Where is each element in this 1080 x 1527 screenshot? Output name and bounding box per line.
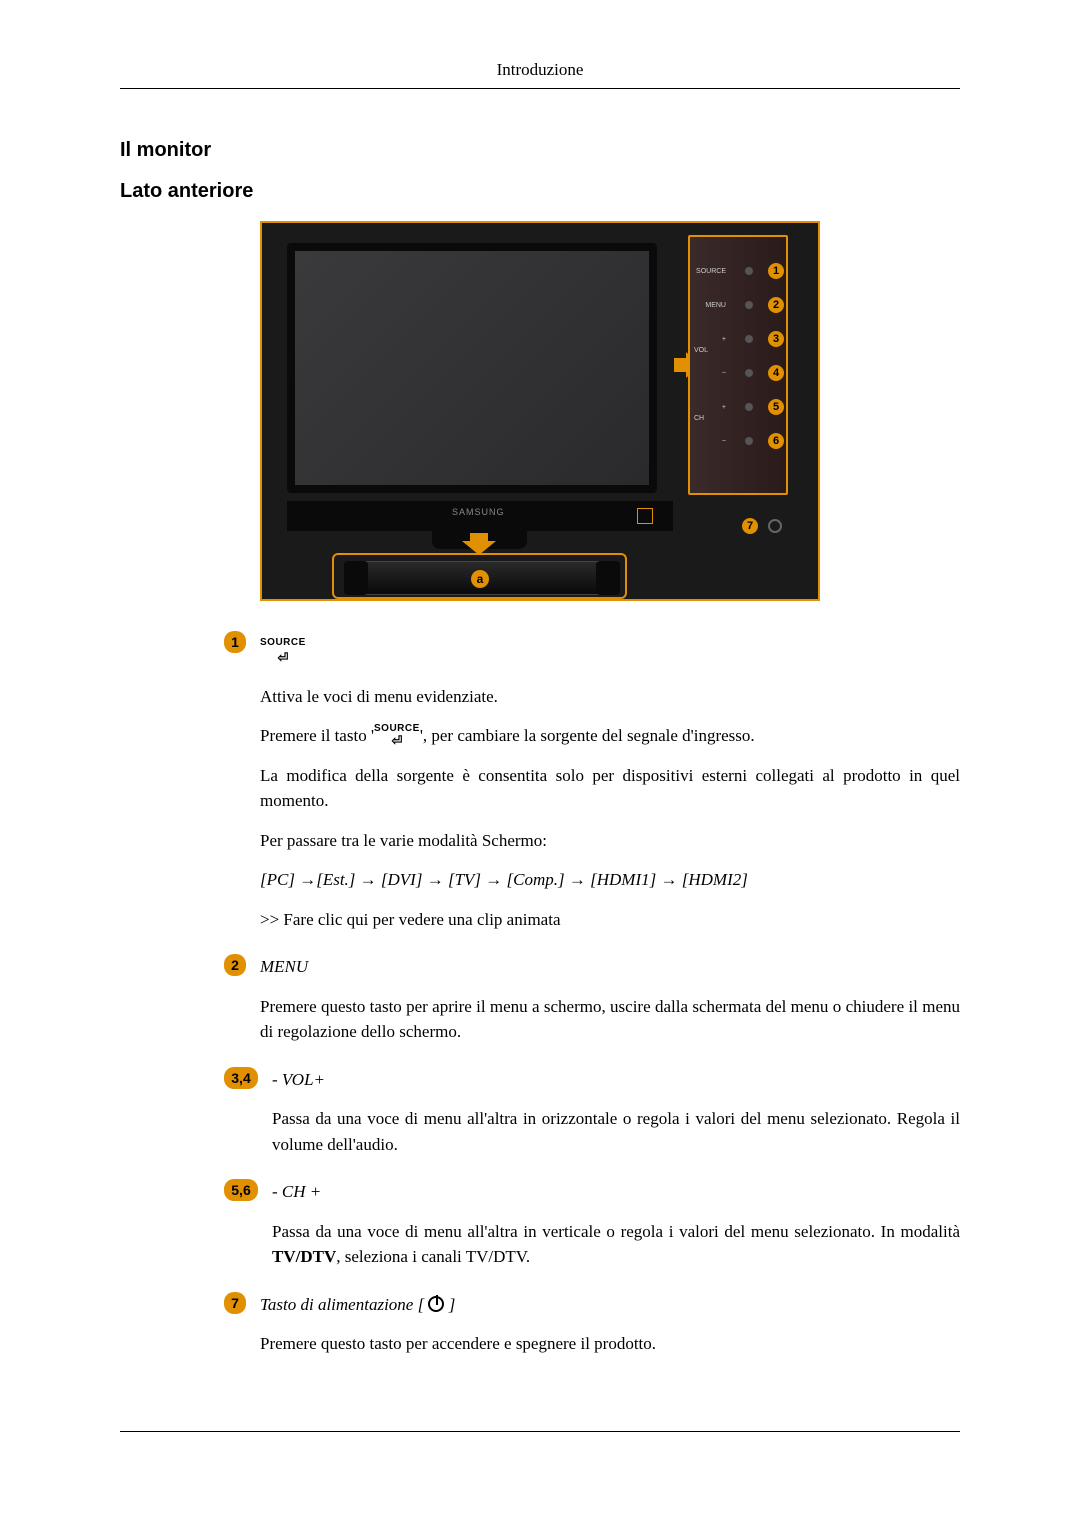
desc-paragraph: Per passare tra le varie modalità Scherm… xyxy=(260,828,960,854)
panel-row: − 6 xyxy=(696,431,784,451)
panel-callout-badge: 1 xyxy=(768,263,784,279)
panel-button-icon xyxy=(745,267,753,275)
desc-item: 1 SOURCE ⏎ Attiva le voci di menu eviden… xyxy=(260,631,960,946)
item-heading: SOURCE ⏎ xyxy=(260,631,960,670)
panel-callout-badge: 5 xyxy=(768,399,784,415)
panel-label: − xyxy=(696,438,730,445)
power-icon xyxy=(428,1296,444,1312)
panel-row: + 5 xyxy=(696,397,784,417)
panel-label: SOURCE xyxy=(696,268,730,275)
panel-label: − xyxy=(696,370,730,377)
item-heading: - CH + xyxy=(272,1179,960,1205)
desc-content: SOURCE ⏎ Attiva le voci di menu evidenzi… xyxy=(260,631,960,946)
header-title: Introduzione xyxy=(497,60,584,79)
desc-content: - VOL+ Passa da una voce di menu all'alt… xyxy=(272,1067,960,1172)
panel-callout-badge: 6 xyxy=(768,433,784,449)
base-cap-right xyxy=(596,561,620,595)
monitor-figure: SAMSUNG a SOURCE 1 MENU 2 + xyxy=(260,221,820,601)
item-heading: MENU xyxy=(260,954,960,980)
panel-group-label: VOL xyxy=(694,347,708,354)
power-callout: 7 xyxy=(688,513,788,539)
panel-button-icon xyxy=(745,335,753,343)
section-title-1: Il monitor xyxy=(120,139,960,162)
desc-item: 7 Tasto di alimentazione [ ] Premere que… xyxy=(260,1292,960,1371)
desc-paragraph: Attiva le voci di menu evidenziate. xyxy=(260,684,960,710)
desc-item: 5,6 - CH + Passa da una voce di menu all… xyxy=(260,1179,960,1284)
monitor-base-outline: a xyxy=(332,553,627,599)
panel-callout-badge: 3 xyxy=(768,331,784,347)
desc-content: MENU Premere questo tasto per aprire il … xyxy=(260,954,960,1059)
clip-link[interactable]: >> Fare clic qui per vedere una clip ani… xyxy=(260,907,960,933)
callout-badge: 5,6 xyxy=(224,1179,258,1201)
monitor-brand: SAMSUNG xyxy=(452,507,505,517)
side-button-panel: SOURCE 1 MENU 2 + 3 VOL − 4 + xyxy=(688,235,788,495)
panel-button-icon xyxy=(745,437,753,445)
item-heading: Tasto di alimentazione [ ] xyxy=(260,1292,960,1318)
callout-badge: 2 xyxy=(224,954,246,976)
mode-chain: [PC] →[Est.] → [DVI] → [TV] → [Comp.] → … xyxy=(260,867,960,893)
panel-callout-badge: 2 xyxy=(768,297,784,313)
panel-label: + xyxy=(696,336,730,343)
desc-paragraph: Premere il tasto 'SOURCE⏎', per cambiare… xyxy=(260,723,960,749)
page-header: Introduzione xyxy=(120,60,960,89)
panel-button-icon xyxy=(745,301,753,309)
tvdtv-bold: TV/DTV xyxy=(272,1247,336,1266)
desc-paragraph: Premere questo tasto per accendere e spe… xyxy=(260,1331,960,1357)
panel-group-label: CH xyxy=(694,415,704,422)
callout-badge: 3,4 xyxy=(224,1067,258,1089)
footer-rule xyxy=(120,1431,960,1432)
desc-paragraph: Premere questo tasto per aprire il menu … xyxy=(260,994,960,1045)
monitor-led-highlight xyxy=(637,508,653,524)
callout-badge: 1 xyxy=(224,631,246,653)
desc-item: 2 MENU Premere questo tasto per aprire i… xyxy=(260,954,960,1059)
monitor-screen xyxy=(287,243,657,493)
item-heading: - VOL+ xyxy=(272,1067,960,1093)
desc-item: 3,4 - VOL+ Passa da una voce di menu all… xyxy=(260,1067,960,1172)
desc-content: Tasto di alimentazione [ ] Premere quest… xyxy=(260,1292,960,1371)
desc-content: - CH + Passa da una voce di menu all'alt… xyxy=(272,1179,960,1284)
section-title-2: Lato anteriore xyxy=(120,180,960,203)
panel-row: MENU 2 xyxy=(696,295,784,315)
base-label-badge: a xyxy=(471,570,489,588)
callout-badge: 7 xyxy=(224,1292,246,1314)
panel-callout-badge: 4 xyxy=(768,365,784,381)
source-icon: SOURCE ⏎ xyxy=(260,631,306,665)
desc-paragraph: La modifica della sorgente è consentita … xyxy=(260,763,960,814)
power-button-icon xyxy=(768,519,782,533)
panel-label: + xyxy=(696,404,730,411)
panel-row: − 4 xyxy=(696,363,784,383)
source-icon: SOURCE⏎ xyxy=(374,724,420,747)
panel-button-icon xyxy=(745,369,753,377)
base-cap-left xyxy=(344,561,368,595)
panel-button-icon xyxy=(745,403,753,411)
panel-label: MENU xyxy=(696,302,730,309)
desc-paragraph: Passa da una voce di menu all'altra in o… xyxy=(272,1106,960,1157)
panel-row: + 3 xyxy=(696,329,784,349)
desc-paragraph: Passa da una voce di menu all'altra in v… xyxy=(272,1219,960,1270)
panel-row: SOURCE 1 xyxy=(696,261,784,281)
panel-callout-badge: 7 xyxy=(742,518,758,534)
